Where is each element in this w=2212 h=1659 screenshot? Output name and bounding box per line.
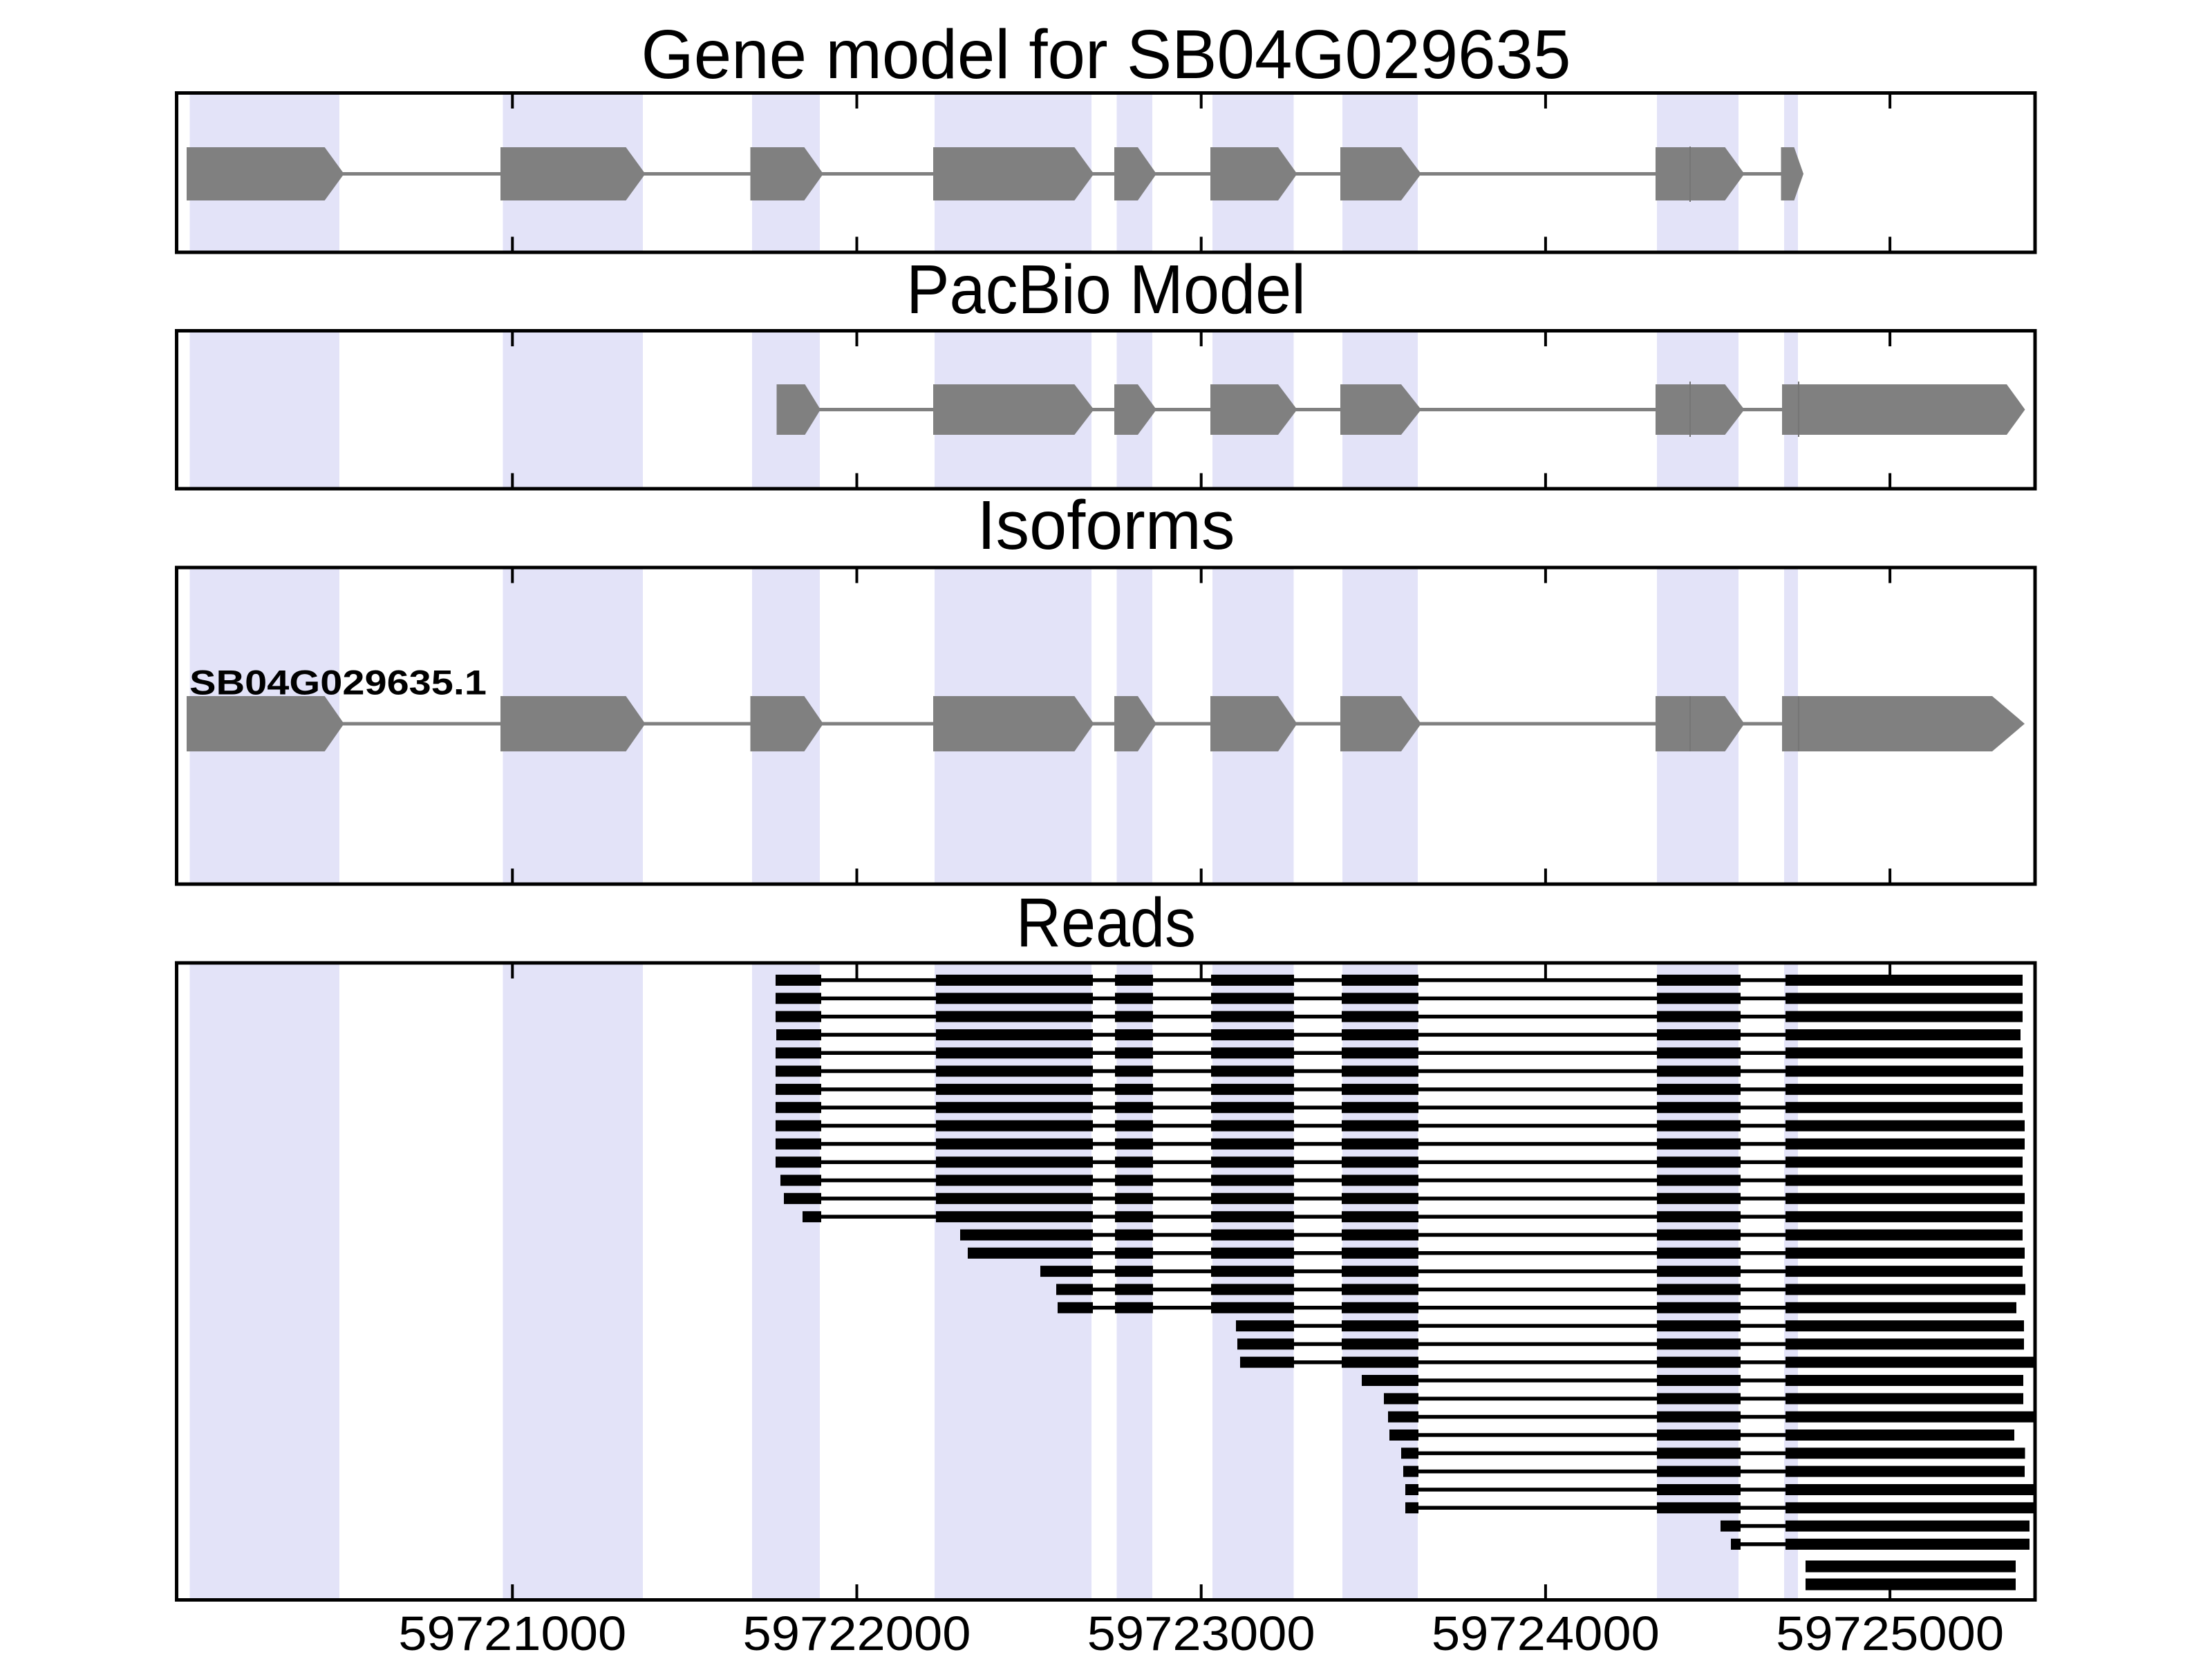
svg-text:PacBio Model: PacBio Model <box>906 251 1306 328</box>
svg-text:Reads: Reads <box>1016 884 1196 962</box>
svg-text:59724000: 59724000 <box>1432 1606 1660 1659</box>
svg-text:SB04G029635.1: SB04G029635.1 <box>189 664 487 702</box>
svg-text:59723000: 59723000 <box>1087 1606 1315 1659</box>
svg-text:Gene model for SB04G029635: Gene model for SB04G029635 <box>641 16 1571 93</box>
svg-text:59722000: 59722000 <box>743 1606 971 1659</box>
svg-text:59725000: 59725000 <box>1776 1606 2004 1659</box>
svg-text:Isoforms: Isoforms <box>977 487 1235 564</box>
svg-text:59721000: 59721000 <box>398 1606 626 1659</box>
